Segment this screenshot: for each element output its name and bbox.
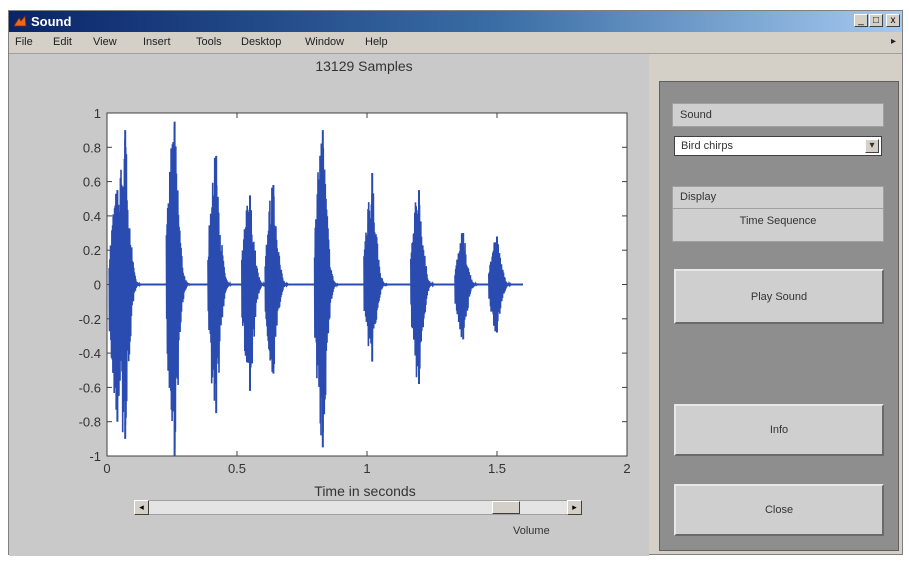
window-title: Sound: [31, 14, 72, 29]
x-tick-label: 1.5: [488, 461, 506, 476]
display-label: Display: [680, 191, 717, 203]
y-tick-label: -0.6: [79, 380, 101, 395]
sound-select[interactable]: Bird chirps ▾: [674, 136, 882, 156]
signal-line: [264, 187, 290, 372]
close-window-button[interactable]: x: [886, 14, 900, 27]
x-tick-label: 0.5: [228, 461, 246, 476]
y-tick-label: 0.8: [83, 140, 101, 155]
minimize-button[interactable]: _: [854, 14, 868, 27]
volume-slider-thumb[interactable]: [492, 501, 520, 514]
y-tick-label: -0.4: [79, 346, 101, 361]
y-tick-label: -1: [89, 449, 101, 464]
signal-burst: [488, 236, 513, 333]
divider: [673, 208, 883, 209]
arrow-right-icon[interactable]: ▸: [890, 36, 896, 47]
waveform-plot: 13129 Samples 1 0.8 0.6 0.4 0.2 0 -0.2 -0.4 -0.6…: [79, 58, 631, 499]
y-tick-label: 0: [94, 278, 101, 293]
slider-right-arrow-icon[interactable]: ▸: [567, 500, 582, 515]
x-tick-label: 1: [363, 461, 370, 476]
signal-burst: [454, 233, 479, 340]
volume-label: Volume: [513, 525, 550, 537]
matlab-logo-icon: [13, 15, 27, 27]
y-tick-label: -0.8: [79, 415, 101, 430]
display-value[interactable]: Time Sequence: [739, 215, 817, 227]
x-axis-label: Time in seconds: [314, 483, 415, 499]
plot-title: 13129 Samples: [315, 58, 412, 74]
menu-bar: File Edit View Insert Tools Desktop Wind…: [9, 33, 902, 54]
menu-view[interactable]: View: [93, 36, 117, 48]
signal-line: [116, 138, 142, 433]
signal-line: [363, 193, 389, 347]
signal-line: [165, 126, 191, 449]
menu-help[interactable]: Help: [365, 36, 388, 48]
x-tick-label: 2: [623, 461, 630, 476]
maximize-button[interactable]: □: [869, 14, 883, 27]
sound-label-box: [672, 103, 884, 127]
signal-line: [313, 143, 339, 436]
control-panel: Sound Bird chirps ▾ Display Time Sequenc…: [659, 81, 899, 551]
close-button[interactable]: Close: [674, 484, 884, 536]
info-button[interactable]: Info: [674, 404, 884, 456]
signal-line: [454, 233, 479, 338]
y-tick-label: 0.4: [83, 209, 101, 224]
signal-burst: [410, 190, 435, 384]
signal-burst: [207, 155, 233, 414]
slider-left-arrow-icon[interactable]: ◂: [134, 500, 149, 515]
chevron-down-icon[interactable]: ▾: [865, 139, 879, 153]
y-tick-label: -0.2: [79, 312, 101, 327]
x-tick-label: 0: [103, 461, 110, 476]
signal-burst: [116, 130, 142, 439]
display-group: [672, 186, 884, 242]
signal-line: [207, 157, 233, 401]
sound-label: Sound: [680, 109, 712, 121]
menu-window[interactable]: Window: [305, 36, 345, 48]
menu-file[interactable]: File: [15, 36, 33, 48]
signal-burst: [241, 195, 266, 391]
signal-line: [241, 201, 266, 379]
menu-tools[interactable]: Tools: [196, 36, 222, 48]
y-tick-label: 1: [94, 106, 101, 121]
title-bar[interactable]: Sound _ □ x: [9, 11, 902, 32]
signal-burst: [363, 173, 389, 362]
signal-burst: [165, 121, 191, 456]
sound-window: Sound _ □ x File Edit View Insert Tools …: [8, 10, 903, 556]
sound-select-value: Bird chirps: [681, 140, 733, 152]
signal-burst: [264, 185, 290, 374]
menu-edit[interactable]: Edit: [53, 36, 72, 48]
y-tick-label: 0.2: [83, 243, 101, 258]
y-tick-label: 0.6: [83, 175, 101, 190]
signal-line: [488, 239, 513, 332]
play-sound-button[interactable]: Play Sound: [674, 269, 884, 324]
signal-burst: [313, 130, 339, 448]
menu-desktop[interactable]: Desktop: [241, 36, 282, 48]
menu-insert[interactable]: Insert: [143, 36, 171, 48]
signal-line: [410, 202, 435, 378]
